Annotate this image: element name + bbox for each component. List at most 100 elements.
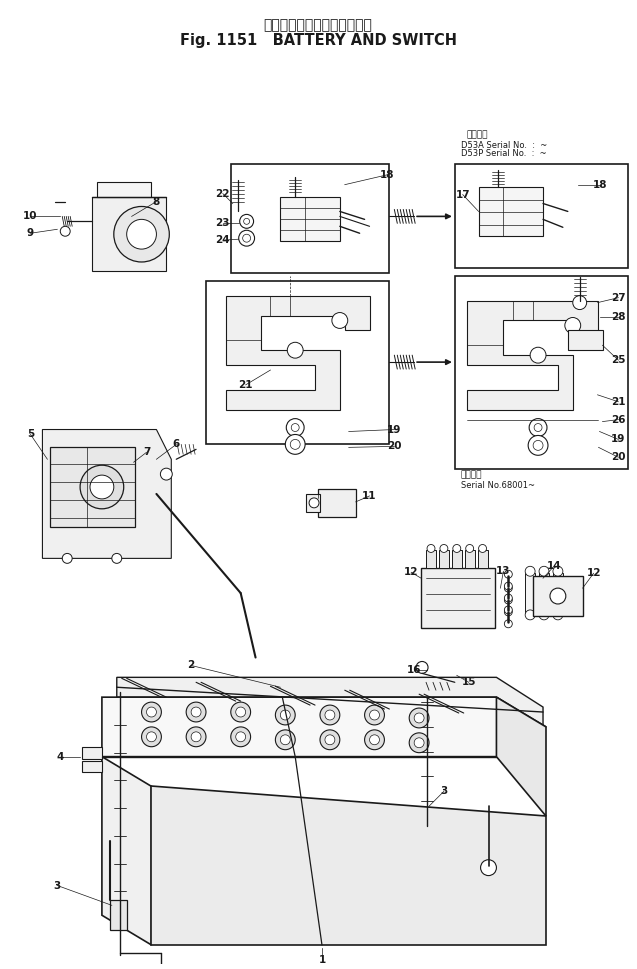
- Text: 19: 19: [387, 424, 401, 434]
- Bar: [206, 281, 389, 445]
- Circle shape: [332, 313, 348, 328]
- Circle shape: [530, 347, 546, 363]
- Circle shape: [364, 730, 384, 750]
- Circle shape: [369, 710, 380, 720]
- Bar: [97, 182, 152, 197]
- Circle shape: [280, 710, 290, 720]
- Circle shape: [565, 318, 581, 333]
- Bar: [478, 550, 487, 568]
- Circle shape: [240, 214, 254, 229]
- Circle shape: [409, 733, 429, 753]
- Circle shape: [291, 423, 299, 431]
- Circle shape: [480, 860, 496, 876]
- Polygon shape: [152, 787, 546, 945]
- Text: 適用号機: 適用号機: [461, 471, 482, 480]
- Text: 28: 28: [611, 311, 626, 322]
- Text: 1: 1: [318, 954, 326, 965]
- Circle shape: [62, 553, 72, 563]
- Polygon shape: [117, 677, 543, 727]
- Bar: [82, 747, 102, 759]
- Circle shape: [285, 434, 305, 454]
- Bar: [455, 276, 628, 469]
- Circle shape: [427, 545, 435, 552]
- Circle shape: [147, 732, 157, 741]
- Text: 18: 18: [380, 170, 395, 180]
- Polygon shape: [102, 757, 152, 945]
- Text: 6: 6: [173, 439, 180, 450]
- Circle shape: [533, 441, 543, 451]
- Circle shape: [286, 419, 304, 436]
- Circle shape: [505, 584, 512, 592]
- Bar: [439, 550, 449, 568]
- Text: 9: 9: [27, 229, 34, 238]
- Circle shape: [505, 596, 512, 604]
- Text: 10: 10: [24, 211, 38, 221]
- Circle shape: [409, 708, 429, 728]
- Text: 14: 14: [547, 561, 561, 572]
- Circle shape: [525, 610, 535, 620]
- Circle shape: [478, 545, 487, 552]
- Circle shape: [528, 435, 548, 455]
- Circle shape: [466, 545, 474, 552]
- Circle shape: [114, 206, 169, 262]
- Circle shape: [275, 705, 295, 725]
- Bar: [568, 330, 603, 350]
- Text: 3: 3: [54, 881, 61, 891]
- Circle shape: [127, 219, 157, 249]
- Text: 20: 20: [611, 453, 626, 462]
- Circle shape: [147, 707, 157, 717]
- Polygon shape: [92, 197, 166, 271]
- Text: Fig. 1151   BATTERY AND SWITCH: Fig. 1151 BATTERY AND SWITCH: [180, 34, 457, 48]
- Text: Serial No.68001~: Serial No.68001~: [461, 481, 534, 489]
- Text: 25: 25: [611, 355, 626, 365]
- Circle shape: [141, 703, 161, 722]
- Polygon shape: [225, 296, 369, 410]
- Circle shape: [505, 571, 512, 578]
- Text: 21: 21: [238, 380, 253, 390]
- Circle shape: [275, 730, 295, 750]
- Circle shape: [550, 588, 566, 604]
- Circle shape: [505, 620, 512, 628]
- Circle shape: [244, 218, 250, 224]
- Circle shape: [309, 498, 319, 508]
- Polygon shape: [102, 697, 546, 757]
- Circle shape: [573, 296, 587, 309]
- Circle shape: [440, 545, 448, 552]
- Polygon shape: [496, 697, 546, 816]
- Circle shape: [243, 234, 250, 242]
- Bar: [452, 550, 462, 568]
- Bar: [306, 494, 320, 512]
- Circle shape: [61, 227, 70, 236]
- Circle shape: [141, 727, 161, 747]
- Circle shape: [525, 566, 535, 577]
- Circle shape: [505, 608, 512, 616]
- Circle shape: [416, 662, 428, 673]
- Circle shape: [369, 735, 380, 745]
- Circle shape: [161, 468, 172, 480]
- Bar: [455, 164, 628, 268]
- Circle shape: [112, 553, 122, 563]
- Text: 12: 12: [586, 568, 601, 578]
- Text: 7: 7: [143, 448, 150, 457]
- Circle shape: [236, 732, 246, 741]
- Bar: [318, 489, 355, 516]
- Circle shape: [453, 545, 461, 552]
- Circle shape: [186, 727, 206, 747]
- Text: 3: 3: [440, 786, 448, 797]
- Text: 19: 19: [611, 434, 626, 445]
- Text: 4: 4: [57, 752, 64, 762]
- Bar: [421, 568, 496, 628]
- Text: バッテリ　および　スイッチ: バッテリ および スイッチ: [264, 18, 373, 32]
- Circle shape: [236, 707, 246, 717]
- Bar: [525, 574, 535, 613]
- Circle shape: [191, 707, 201, 717]
- Circle shape: [529, 419, 547, 436]
- Text: 15: 15: [461, 677, 476, 687]
- Bar: [426, 550, 436, 568]
- Polygon shape: [110, 900, 127, 930]
- Text: 21: 21: [611, 396, 626, 407]
- Bar: [82, 761, 102, 772]
- Text: D53P Serial No.  :  ~: D53P Serial No. : ~: [461, 149, 547, 159]
- Circle shape: [290, 439, 300, 450]
- Text: 16: 16: [407, 666, 422, 675]
